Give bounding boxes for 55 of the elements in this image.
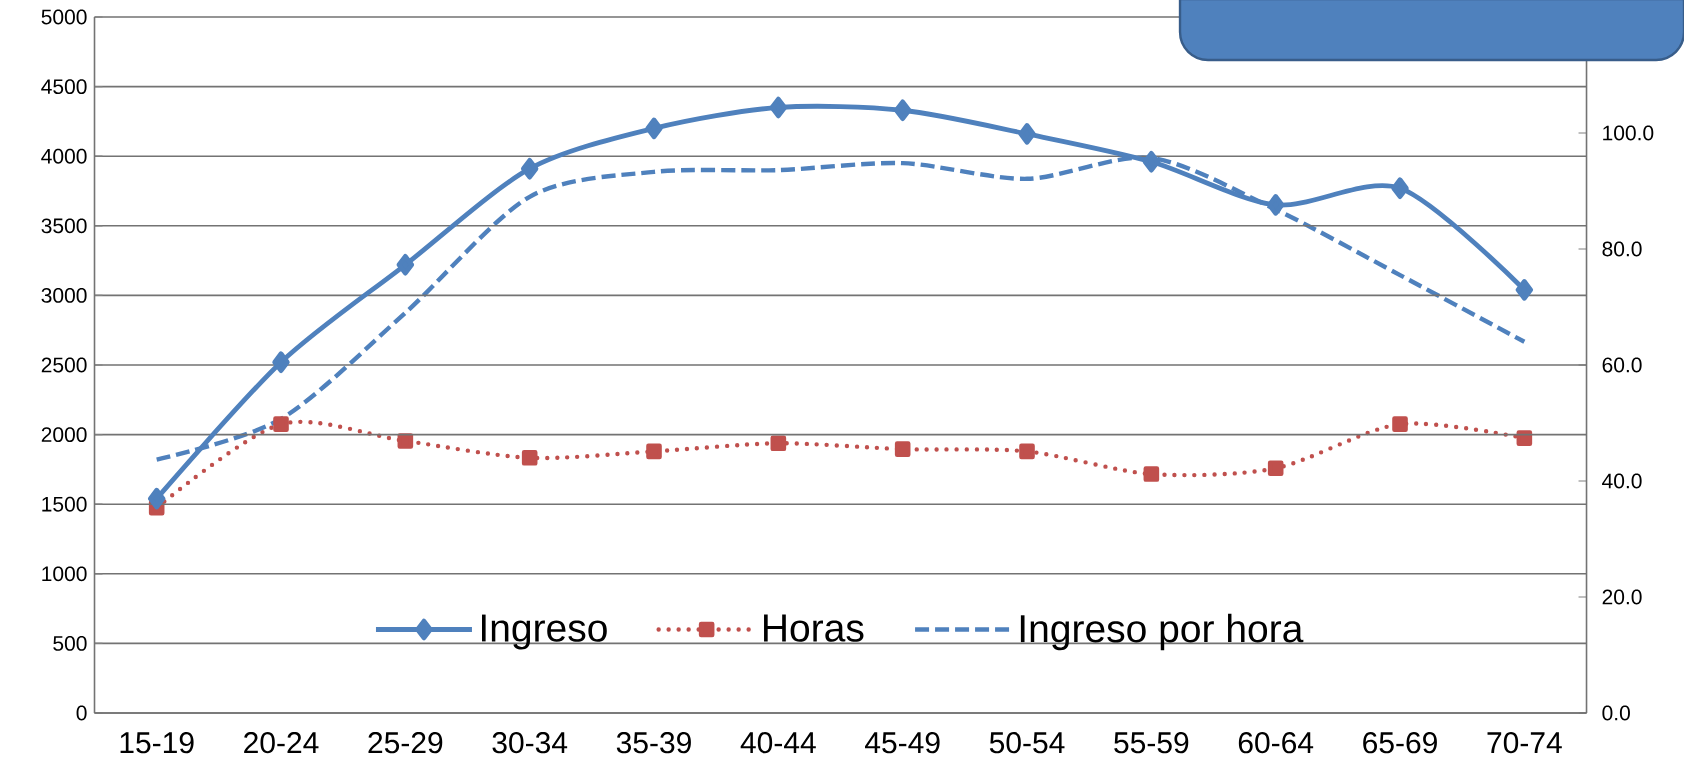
y2-tick-label: 80.0 xyxy=(1602,241,1642,257)
y-tick-label: 3500 xyxy=(41,218,87,234)
y-tick-label: 2000 xyxy=(41,427,87,443)
point xyxy=(893,99,912,122)
x-tick-label: 35-39 xyxy=(616,732,691,754)
y-tick-label: 3000 xyxy=(41,287,87,303)
x-tick-label: 45-49 xyxy=(865,732,940,754)
point xyxy=(397,433,414,449)
y-tick-label: 5000 xyxy=(41,9,87,25)
x-tick-label: 65-69 xyxy=(1363,732,1437,754)
point xyxy=(1142,150,1161,173)
y2-tick-label: 0.0 xyxy=(1602,705,1630,721)
point xyxy=(1018,123,1036,145)
point xyxy=(1515,279,1534,301)
x-tick-label: 70-74 xyxy=(1487,732,1562,754)
x-tick-label: 30-34 xyxy=(492,732,568,754)
point xyxy=(894,441,911,457)
point xyxy=(1391,177,1409,200)
y-tick-label: 2500 xyxy=(41,357,87,373)
point xyxy=(147,487,166,510)
legend-label: Ingreso xyxy=(481,614,607,650)
point xyxy=(646,443,662,460)
point xyxy=(1392,416,1408,432)
point xyxy=(645,117,663,140)
x-tick-label: 20-24 xyxy=(244,732,319,754)
point xyxy=(521,450,538,466)
point xyxy=(1266,194,1285,216)
point xyxy=(1267,460,1284,477)
x-tick-label: 40-44 xyxy=(740,732,816,754)
y-tick-label: 500 xyxy=(53,635,87,651)
point xyxy=(520,157,539,180)
y-tick-label: 1500 xyxy=(42,496,87,512)
point xyxy=(273,416,289,432)
y-tick-label: 4000 xyxy=(41,148,87,164)
point xyxy=(769,96,788,119)
point xyxy=(1143,466,1160,482)
y2-tick-label: 20.0 xyxy=(1602,589,1642,605)
point xyxy=(272,351,290,374)
legend-label: Ingreso por hora xyxy=(1020,613,1304,651)
x-tick-label: 50-54 xyxy=(989,732,1065,754)
point xyxy=(1019,443,1035,460)
y2-tick-label: 60.0 xyxy=(1602,357,1642,373)
x-tick-label: 25-29 xyxy=(368,732,443,754)
point xyxy=(396,253,415,276)
x-tick-label: 60-64 xyxy=(1238,732,1314,754)
y2-tick-label: 40.0 xyxy=(1602,473,1642,489)
y-tick-label: 4500 xyxy=(41,79,87,95)
y-tick-label: 0 xyxy=(76,705,87,721)
legend-label: Horas xyxy=(764,614,864,642)
point xyxy=(770,435,787,452)
x-tick-label: 55-59 xyxy=(1114,732,1189,754)
x-tick-label: 15-19 xyxy=(120,732,194,754)
point xyxy=(1516,430,1533,446)
y-tick-label: 1000 xyxy=(42,566,87,582)
y2-tick-label: 100.0 xyxy=(1603,125,1654,141)
